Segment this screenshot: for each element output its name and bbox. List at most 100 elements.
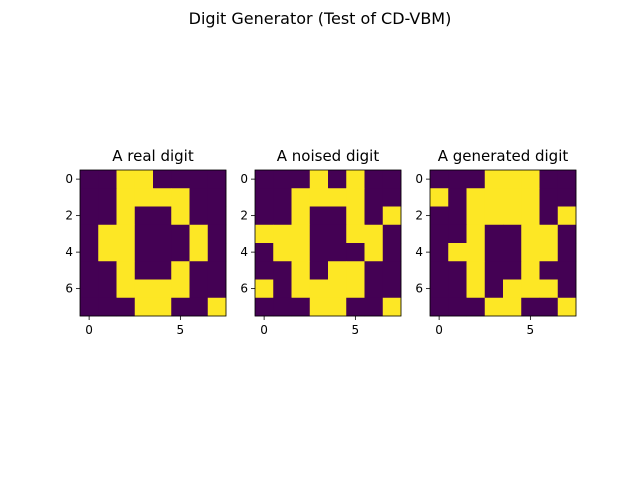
heatmap-cell (80, 261, 99, 280)
heatmap-cell (291, 243, 311, 262)
y-tick-label: 0 (415, 172, 423, 186)
heatmap-cell (309, 243, 329, 262)
heatmap-cell (207, 170, 227, 189)
heatmap-cell (557, 261, 577, 280)
heatmap-cell (134, 206, 154, 226)
heatmap-cell (189, 170, 209, 189)
y-tick-label: 0 (65, 172, 73, 186)
heatmap-cell (171, 243, 190, 262)
heatmap-cell (539, 297, 559, 317)
heatmap-cell (189, 279, 209, 299)
heatmap-cell (171, 188, 190, 207)
heatmap-cell (207, 224, 227, 244)
heatmap-cell (484, 279, 504, 299)
heatmap-cell (189, 243, 209, 262)
heatmap-cell (273, 297, 292, 317)
heatmap-cell (116, 243, 136, 262)
heatmap-cell (466, 261, 486, 280)
heatmap-cell (116, 170, 136, 189)
heatmap-cell (328, 279, 347, 299)
x-tick-label: 5 (352, 323, 360, 337)
heatmap-panel-1: A noised digit 0 5 0 2 4 6 (240, 147, 402, 337)
heatmap-cell (291, 279, 311, 299)
y-tick-label: 0 (240, 172, 248, 186)
y-tick-label: 4 (240, 245, 248, 259)
heatmap-cell (134, 279, 154, 299)
heatmap-cell (80, 243, 99, 262)
heatmap-cell (80, 224, 99, 244)
heatmap-cell (448, 206, 467, 226)
heatmap-cell (207, 206, 227, 226)
heatmap-cell (484, 188, 504, 207)
heatmap-cell (98, 170, 117, 189)
heatmap-panel-2: A generated digit 0 5 0 2 4 6 (415, 147, 577, 337)
heatmap-cell (153, 224, 172, 244)
heatmap-cell (346, 243, 365, 262)
heatmap-cell (521, 279, 540, 299)
heatmap-cell (346, 261, 365, 280)
heatmap-cell (291, 297, 311, 317)
heatmap-cell (557, 297, 577, 317)
panel-title: A generated digit (438, 147, 569, 165)
heatmap-cell (484, 243, 504, 262)
heatmap-cell (273, 243, 292, 262)
heatmap-cell (430, 188, 449, 207)
heatmap-cell (134, 297, 154, 317)
heatmap-cell (364, 170, 384, 189)
heatmap-cell (309, 224, 329, 244)
heatmap-cell (98, 279, 117, 299)
heatmap-cell (503, 170, 522, 189)
heatmap-cell (364, 188, 384, 207)
x-tick-label: 5 (177, 323, 185, 337)
heatmap-cell (466, 224, 486, 244)
y-tick-label: 6 (65, 282, 73, 296)
heatmap-cell (382, 279, 402, 299)
heatmap-cell (557, 188, 577, 207)
y-tick-label: 2 (415, 209, 423, 223)
heatmap-cell (98, 206, 117, 226)
heatmap-cell (207, 188, 227, 207)
heatmap-cell (430, 261, 449, 280)
heatmap-cell (484, 261, 504, 280)
heatmap-cell (153, 261, 172, 280)
heatmap-cell (207, 297, 227, 317)
heatmap-cell (466, 170, 486, 189)
heatmap-cell (291, 188, 311, 207)
heatmap-cell (448, 188, 467, 207)
heatmap-cell (466, 279, 486, 299)
heatmap-cell (328, 261, 347, 280)
heatmap-cell (503, 206, 522, 226)
heatmap-cell (255, 297, 274, 317)
heatmap-cell (539, 279, 559, 299)
heatmap-cell (153, 297, 172, 317)
heatmap-cell (255, 261, 274, 280)
heatmap-cell (382, 261, 402, 280)
heatmap-cell (539, 243, 559, 262)
heatmap-cell (364, 279, 384, 299)
heatmap-cell (328, 206, 347, 226)
heatmap-cell (309, 279, 329, 299)
y-tick-label: 4 (415, 245, 423, 259)
heatmap-cell (346, 170, 365, 189)
heatmap-cell (255, 279, 274, 299)
heatmap-cell (116, 297, 136, 317)
heatmap-cell (273, 224, 292, 244)
heatmap-cell (189, 297, 209, 317)
heatmap-cell (466, 297, 486, 317)
heatmap-cell (153, 188, 172, 207)
heatmap-cell (255, 224, 274, 244)
heatmap-cell (153, 279, 172, 299)
heatmap-cell (521, 188, 540, 207)
heatmap-cell (171, 279, 190, 299)
heatmap-cell (466, 188, 486, 207)
heatmap-cell (153, 206, 172, 226)
heatmap-cell (448, 279, 467, 299)
heatmap-cell (382, 297, 402, 317)
heatmap-cell (116, 206, 136, 226)
heatmap-cell (503, 297, 522, 317)
heatmap-cell (207, 279, 227, 299)
heatmap-cell (503, 243, 522, 262)
heatmap-cell (382, 243, 402, 262)
heatmap-cell (466, 243, 486, 262)
